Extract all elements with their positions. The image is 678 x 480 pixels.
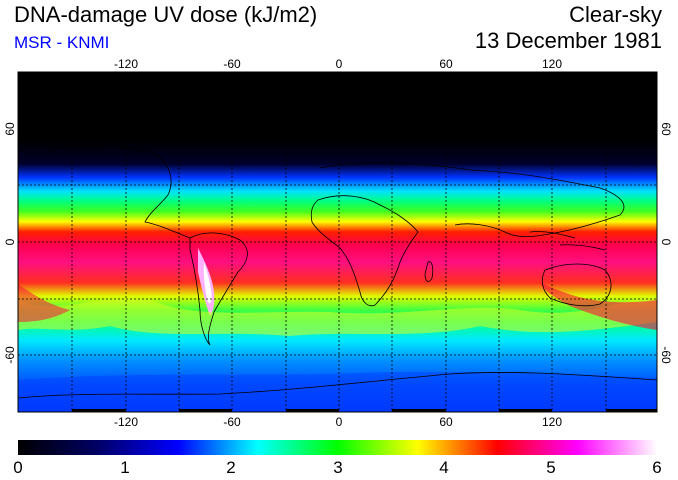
date-label: 13 December 1981 <box>474 28 662 53</box>
north-america-coast <box>49 144 191 239</box>
southern-yellow-patch <box>18 296 657 336</box>
top-border-mark-2 <box>179 72 232 75</box>
lon-tick-bottom-60w: -60 <box>223 415 241 429</box>
credit-label: MSR - KNMI <box>14 33 110 52</box>
lon-tick-top-0: 0 <box>336 57 343 71</box>
lat-tick-left-60n: 60 <box>3 122 17 136</box>
south-america-coast <box>189 232 248 346</box>
lon-tick-bottom-120w: -120 <box>114 415 138 429</box>
lat-tick-left-60s: -60 <box>3 346 17 364</box>
bottom-border-mark-1 <box>72 409 126 412</box>
colorbar-label-1: 1 <box>120 458 130 477</box>
colorbar <box>18 440 657 455</box>
uv-field <box>18 72 657 412</box>
top-border-mark-1 <box>72 72 126 75</box>
colorbar-label-0: 0 <box>13 458 23 477</box>
lon-tick-top-60e: 60 <box>439 57 453 71</box>
andes-peak-core <box>203 262 212 304</box>
coastlines <box>18 144 657 399</box>
regional-features <box>18 248 657 412</box>
bottom-border-mark-4 <box>392 409 446 412</box>
lat-tick-right-60n: 60 <box>659 122 673 136</box>
lon-tick-top-120w: -120 <box>114 57 138 71</box>
lat-tick-right-0: 0 <box>659 239 673 246</box>
colorbar-label-4: 4 <box>439 458 449 477</box>
australia-coast <box>541 263 612 307</box>
bottom-border-mark-2 <box>179 409 232 412</box>
sw-pacific-red-lobe <box>18 284 70 322</box>
top-border-mark-4 <box>392 72 446 75</box>
eurasia-coast <box>319 162 625 237</box>
colorbar-label-3: 3 <box>333 458 343 477</box>
lon-tick-bottom-120e: 120 <box>542 415 562 429</box>
top-border-mark-3 <box>286 72 339 75</box>
map-title: DNA-damage UV dose (kJ/m2) <box>14 2 318 27</box>
lon-tick-top-60w: -60 <box>223 57 241 71</box>
bottom-border-mark-5 <box>499 409 552 412</box>
lat-tick-right-60s: -60 <box>659 346 673 364</box>
graticule <box>18 72 657 412</box>
lon-tick-bottom-60e: 60 <box>439 415 453 429</box>
africa-coast <box>310 195 419 307</box>
lat-tick-left-0: 0 <box>3 238 17 245</box>
top-border-mark-5 <box>499 72 552 75</box>
bottom-border-mark-3 <box>286 409 339 412</box>
top-border-mark-6 <box>606 72 657 75</box>
lon-tick-bottom-0: 0 <box>336 415 343 429</box>
colorbar-label-6: 6 <box>652 458 662 477</box>
lon-tick-top-120e: 120 <box>542 57 562 71</box>
sky-condition-label: Clear-sky <box>569 2 662 27</box>
colorbar-label-5: 5 <box>546 458 556 477</box>
southern-red-lobe <box>540 282 657 330</box>
madagascar-coast <box>424 261 434 282</box>
antarctic-dose-region <box>18 371 657 412</box>
colorbar-label-2: 2 <box>226 458 236 477</box>
frame-border-marks <box>72 72 657 412</box>
bottom-border-mark-6 <box>606 409 657 412</box>
indonesia-coast <box>529 231 606 251</box>
